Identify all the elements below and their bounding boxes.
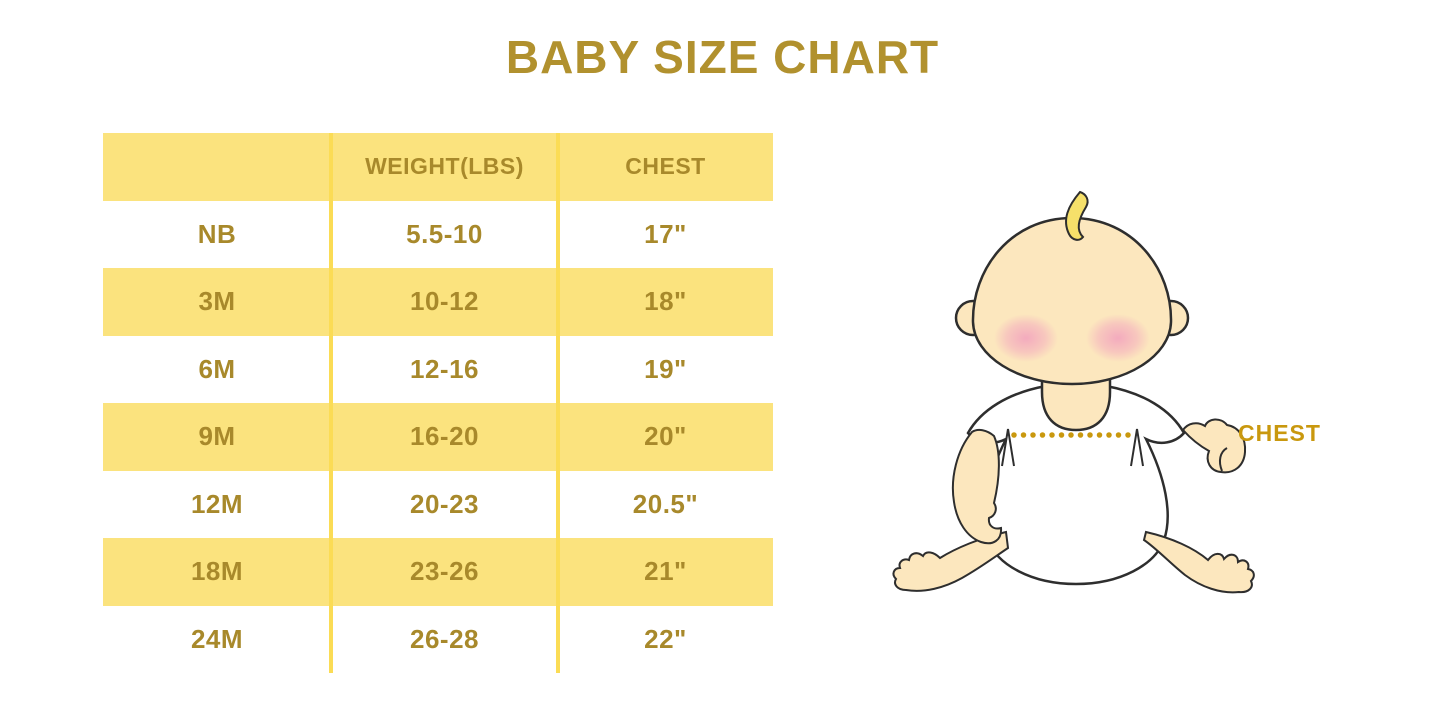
cell-chest: 20.5" — [632, 488, 699, 519]
cell-weight: 16-20 — [410, 421, 479, 452]
header-chest: CHEST — [625, 153, 706, 180]
cell-size: 24M — [190, 623, 244, 654]
table-row: NB 5.5-10 17" — [103, 201, 773, 269]
baby-cheek-left — [994, 314, 1058, 362]
header-weight: WEIGHT(LBS) — [365, 153, 524, 180]
page-title: BABY SIZE CHART — [505, 31, 940, 83]
table-row: 24M 26-28 22" — [103, 606, 773, 674]
baby-arm-left — [951, 428, 1003, 545]
baby-cheek-right — [1086, 314, 1150, 362]
cell-chest: 17" — [644, 218, 687, 249]
cell-size: NB — [197, 218, 237, 249]
cell-chest: 21" — [644, 556, 687, 587]
cell-chest: 18" — [644, 286, 687, 317]
cell-chest: 19" — [644, 353, 687, 384]
table-row: 18M 23-26 21" — [103, 538, 773, 606]
table-row: 12M 20-23 20.5" — [103, 471, 773, 539]
cell-chest: 22" — [644, 623, 687, 654]
cell-size: 3M — [198, 286, 236, 317]
cell-chest: 20" — [644, 421, 687, 452]
column-divider — [329, 133, 333, 673]
cell-size: 6M — [198, 353, 236, 384]
table-row: 9M 16-20 20" — [103, 403, 773, 471]
baby-leg-right — [1142, 530, 1255, 594]
column-divider — [556, 133, 560, 673]
cell-size: 12M — [190, 488, 244, 519]
cell-weight: 5.5-10 — [406, 218, 483, 249]
cell-weight: 26-28 — [410, 623, 479, 654]
baby-leg-left — [892, 530, 1010, 592]
cell-size: 18M — [190, 556, 244, 587]
cell-weight: 20-23 — [410, 488, 479, 519]
header-size — [103, 133, 331, 201]
fist-knuckle-line — [1218, 447, 1228, 472]
cell-weight: 23-26 — [410, 556, 479, 587]
cell-weight: 12-16 — [410, 353, 479, 384]
chest-measure-label: CHEST — [1238, 420, 1321, 446]
armpit-notch-left — [1001, 428, 1015, 467]
baby-illustration — [880, 180, 1330, 600]
table-row: 6M 12-16 19" — [103, 336, 773, 404]
baby-svg — [892, 190, 1255, 594]
cell-size: 9M — [198, 421, 236, 452]
baby-arm-right — [1181, 418, 1247, 474]
table-header-row: WEIGHT(LBS) CHEST — [103, 133, 773, 201]
cell-weight: 10-12 — [410, 286, 479, 317]
size-table: WEIGHT(LBS) CHEST NB 5.5-10 17" 3M 10-12… — [103, 133, 773, 673]
baby-head — [971, 216, 1173, 386]
armpit-notch-right — [1130, 428, 1144, 467]
baby-hair-curl — [1065, 190, 1089, 241]
table-row: 3M 10-12 18" — [103, 268, 773, 336]
